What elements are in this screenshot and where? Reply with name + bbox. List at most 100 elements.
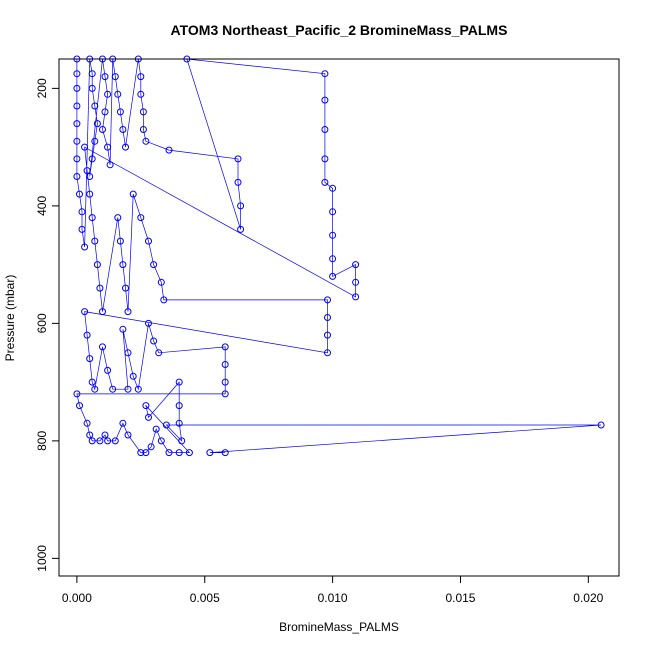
x-tick-label: 0.005	[190, 591, 220, 605]
data-point	[165, 449, 173, 457]
data-point	[139, 126, 147, 133]
data-point	[104, 366, 112, 374]
data-point	[129, 190, 137, 198]
data-point	[104, 143, 112, 151]
data-point	[321, 155, 329, 163]
data-point	[234, 155, 242, 163]
data-point	[88, 378, 96, 386]
data-point	[175, 419, 183, 427]
data-point	[116, 237, 124, 245]
data-point	[122, 284, 129, 292]
data-point	[91, 137, 99, 145]
data-point	[99, 126, 106, 133]
data-point	[139, 108, 147, 116]
data-point	[321, 126, 329, 133]
data-point	[73, 137, 81, 145]
chart-title: ATOM3 Northeast_Pacific_2 BromineMass_PA…	[171, 22, 508, 38]
data-point	[93, 120, 101, 128]
data-point	[137, 214, 145, 222]
data-point	[93, 261, 101, 269]
data-point	[88, 437, 96, 445]
data-point	[352, 278, 360, 286]
data-point	[119, 325, 127, 333]
data-point	[81, 143, 89, 151]
data-point	[147, 443, 155, 451]
data-point	[83, 167, 91, 175]
data-point	[119, 419, 127, 427]
data-point	[86, 190, 94, 198]
data-point	[73, 120, 81, 128]
data-point	[137, 449, 145, 457]
data-point	[81, 308, 89, 316]
data-point	[109, 385, 117, 393]
data-point	[178, 437, 186, 445]
data-point	[329, 184, 337, 192]
data-point	[155, 349, 163, 357]
y-axis-label: Pressure (mbar)	[3, 275, 17, 362]
data-point	[175, 449, 183, 457]
data-point	[321, 70, 329, 78]
data-point	[114, 214, 122, 222]
data-point	[116, 108, 124, 116]
y-tick-label: 200	[35, 78, 49, 98]
data-point	[221, 361, 229, 368]
data-point	[142, 137, 150, 145]
data-point	[111, 437, 119, 445]
y-tick-label: 600	[35, 313, 49, 333]
data-point	[321, 178, 329, 186]
data-point	[157, 437, 165, 445]
data-point	[234, 178, 242, 186]
data-point	[86, 431, 94, 439]
data-point	[124, 431, 132, 439]
data-point	[129, 372, 137, 380]
data-point	[86, 355, 94, 363]
data-point	[88, 70, 96, 78]
data-point	[329, 231, 337, 239]
data-point	[78, 208, 86, 216]
data-point	[157, 278, 165, 286]
y-tick-label: 400	[35, 196, 49, 216]
data-point	[597, 421, 605, 429]
data-point	[83, 331, 91, 339]
data-point	[321, 96, 329, 104]
data-point	[114, 90, 122, 98]
data-point	[329, 272, 337, 280]
x-axis-label: BromineMass_PALMS	[279, 620, 399, 634]
data-point	[145, 413, 152, 421]
data-point	[106, 161, 114, 169]
data-point	[88, 214, 96, 222]
data-point	[86, 173, 94, 180]
data-point	[329, 208, 337, 216]
data-point	[324, 314, 331, 321]
series-line	[76, 58, 602, 453]
data-point	[73, 390, 81, 398]
data-point	[124, 385, 132, 393]
data-point	[145, 237, 152, 245]
plot-area	[73, 55, 605, 457]
data-point	[175, 402, 183, 410]
data-point	[73, 155, 81, 163]
data-point	[175, 378, 183, 386]
data-point	[101, 431, 109, 439]
data-point	[73, 102, 81, 110]
data-point	[101, 108, 109, 116]
data-point	[124, 308, 132, 316]
data-point	[206, 449, 214, 457]
data-point	[78, 225, 86, 233]
data-point	[352, 261, 360, 269]
data-point	[91, 102, 99, 110]
data-point	[145, 319, 152, 327]
data-point	[150, 337, 158, 345]
data-point	[101, 73, 109, 81]
data-point	[124, 349, 132, 357]
data-point	[73, 70, 81, 78]
data-point	[88, 84, 96, 92]
data-point	[221, 390, 229, 398]
data-point	[185, 449, 193, 457]
x-tick-label: 0.000	[62, 591, 92, 605]
data-point	[237, 202, 245, 210]
data-point	[73, 84, 81, 92]
x-axis: 0.000 0.005 0.010 0.015 0.020	[62, 575, 604, 605]
data-point	[324, 349, 331, 357]
